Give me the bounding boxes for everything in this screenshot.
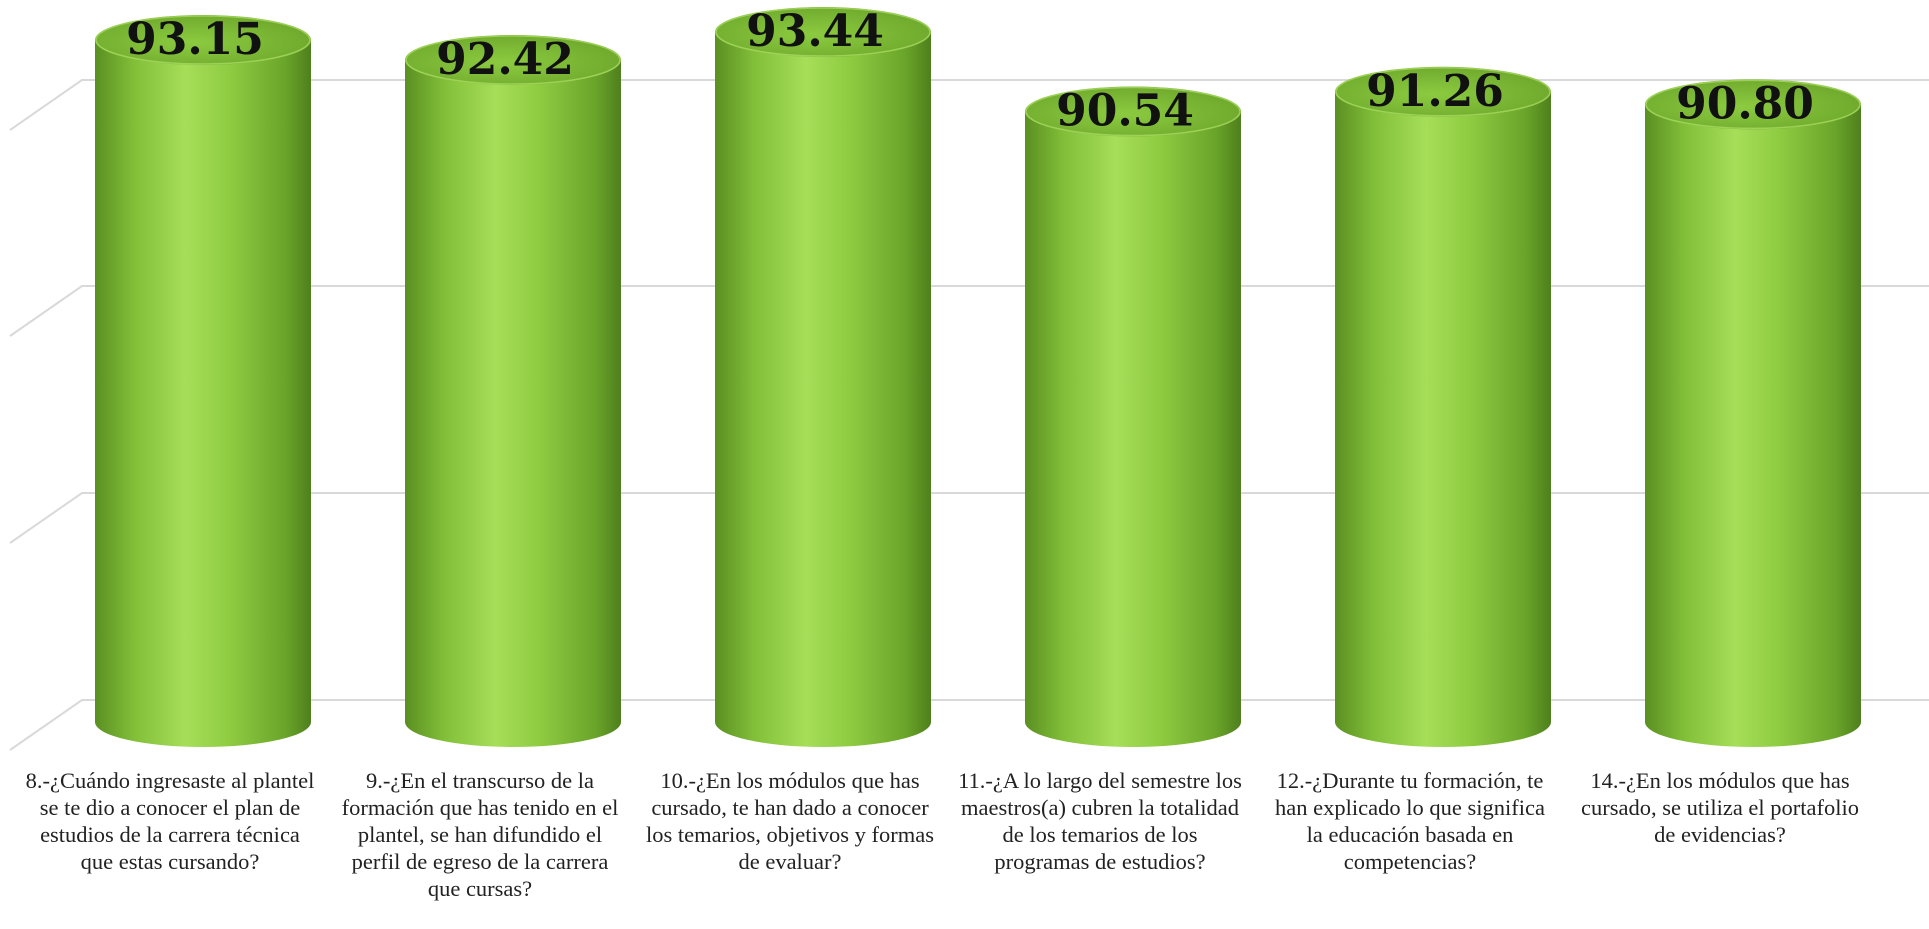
gridline-1 bbox=[9, 285, 1929, 337]
category-label-3: 11.-¿A lo largo del semestre los maestro… bbox=[958, 768, 1242, 874]
bar-2 bbox=[715, 7, 931, 747]
bar-top bbox=[95, 15, 311, 65]
bar-body bbox=[1335, 91, 1551, 747]
bar-body bbox=[405, 60, 621, 747]
bar-top-rim bbox=[1025, 86, 1241, 137]
bar-top-rim bbox=[95, 15, 311, 65]
bars bbox=[95, 7, 1861, 748]
bar-top bbox=[1335, 66, 1551, 117]
category-label-5: 14.-¿En los módulos que has cursado, se … bbox=[1580, 768, 1860, 847]
category-label-0: 8.-¿Cuándo ingresaste al plantel se te d… bbox=[25, 768, 315, 874]
category-label-4: 12.-¿Durante tu formación, te han explic… bbox=[1275, 768, 1545, 874]
bar-top-rim bbox=[1335, 67, 1551, 117]
bar-0 bbox=[95, 15, 311, 747]
bar-body bbox=[1645, 104, 1861, 747]
gridline-0 bbox=[9, 79, 1929, 131]
bar-top-rim bbox=[1645, 79, 1861, 130]
bar-body bbox=[1025, 111, 1241, 748]
bar-1 bbox=[405, 35, 621, 747]
category-label-2: 10.-¿En los módulos que has cursado, te … bbox=[645, 768, 935, 874]
data-label-1: 92.42 bbox=[436, 34, 574, 85]
bar-4 bbox=[1335, 66, 1551, 747]
bar-body bbox=[715, 32, 931, 747]
data-label-0: 93.15 bbox=[126, 14, 264, 65]
gridline-2 bbox=[9, 492, 1929, 544]
bar-top-rim bbox=[405, 35, 621, 85]
data-labels: 93.15 92.42 93.44 90.54 91.26 90.80 bbox=[126, 6, 1814, 136]
data-label-2: 93.44 bbox=[746, 6, 884, 57]
bar-top bbox=[1645, 79, 1861, 130]
data-label-5: 90.80 bbox=[1676, 78, 1814, 129]
bar-top bbox=[1025, 86, 1241, 137]
gridlines bbox=[9, 79, 1929, 751]
category-label-1: 9.-¿En el transcurso de la formación que… bbox=[341, 768, 619, 901]
bar-5 bbox=[1645, 79, 1861, 747]
bar-3 bbox=[1025, 86, 1241, 748]
bar-body bbox=[95, 40, 311, 747]
bar-top bbox=[715, 7, 931, 58]
bar-top bbox=[405, 35, 621, 86]
gridline-3 bbox=[9, 699, 1929, 751]
data-label-3: 90.54 bbox=[1056, 86, 1194, 137]
data-label-4: 91.26 bbox=[1366, 66, 1504, 117]
bar-top-rim bbox=[715, 7, 931, 57]
